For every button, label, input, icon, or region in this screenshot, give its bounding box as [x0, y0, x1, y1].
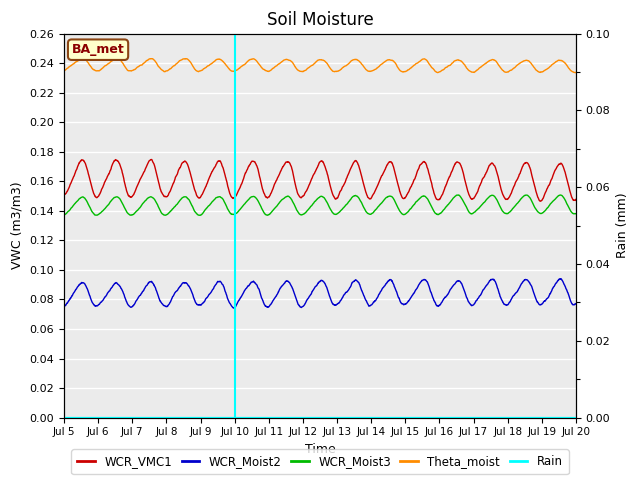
Y-axis label: VWC (m3/m3): VWC (m3/m3)	[11, 182, 24, 269]
Title: Soil Moisture: Soil Moisture	[267, 11, 373, 29]
Y-axis label: Rain (mm): Rain (mm)	[616, 193, 629, 258]
Legend: WCR_VMC1, WCR_Moist2, WCR_Moist3, Theta_moist, Rain: WCR_VMC1, WCR_Moist2, WCR_Moist3, Theta_…	[71, 449, 569, 474]
Text: BA_met: BA_met	[72, 43, 124, 56]
X-axis label: Time: Time	[305, 443, 335, 456]
